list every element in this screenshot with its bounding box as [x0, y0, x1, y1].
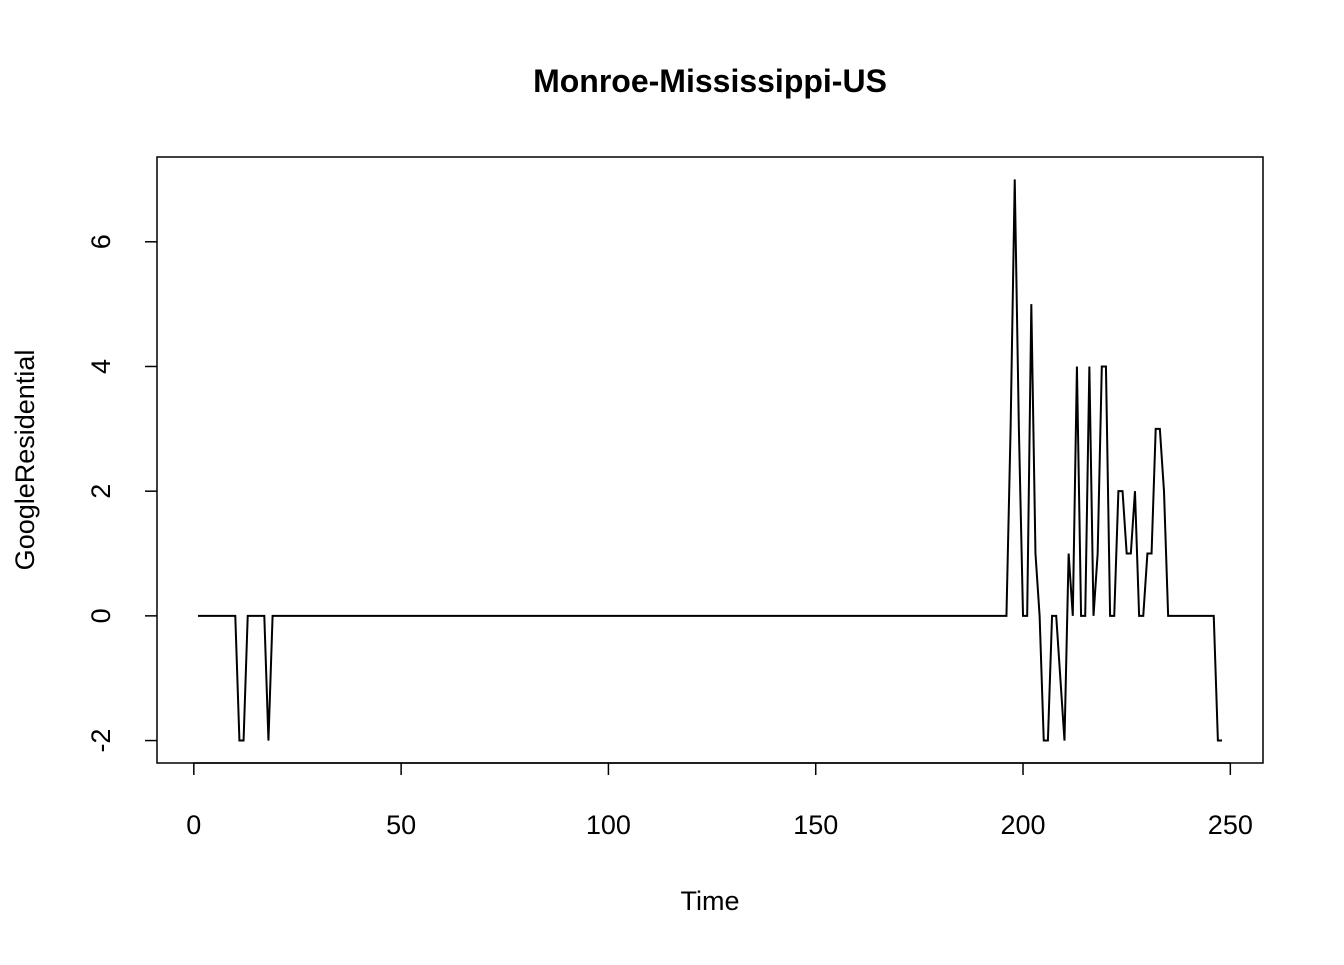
y-tick-label: 4 [86, 359, 116, 374]
chart-title: Monroe-Mississippi-US [533, 63, 887, 99]
x-tick-label: 150 [793, 810, 838, 840]
series-line [197, 179, 1223, 742]
y-tick-label: 0 [86, 608, 116, 623]
y-tick-label: 2 [86, 484, 116, 499]
x-axis-label: Time [681, 886, 740, 916]
y-tick-label: -2 [86, 729, 116, 753]
x-tick-label: 0 [186, 810, 201, 840]
plot-box [156, 156, 1264, 764]
x-tick-label: 250 [1208, 810, 1253, 840]
y-axis-label: GoogleResidential [10, 350, 40, 571]
x-tick-label: 200 [1000, 810, 1045, 840]
x-tick-label: 100 [586, 810, 631, 840]
x-tick-label: 50 [386, 810, 416, 840]
y-tick-label: 6 [86, 234, 116, 249]
